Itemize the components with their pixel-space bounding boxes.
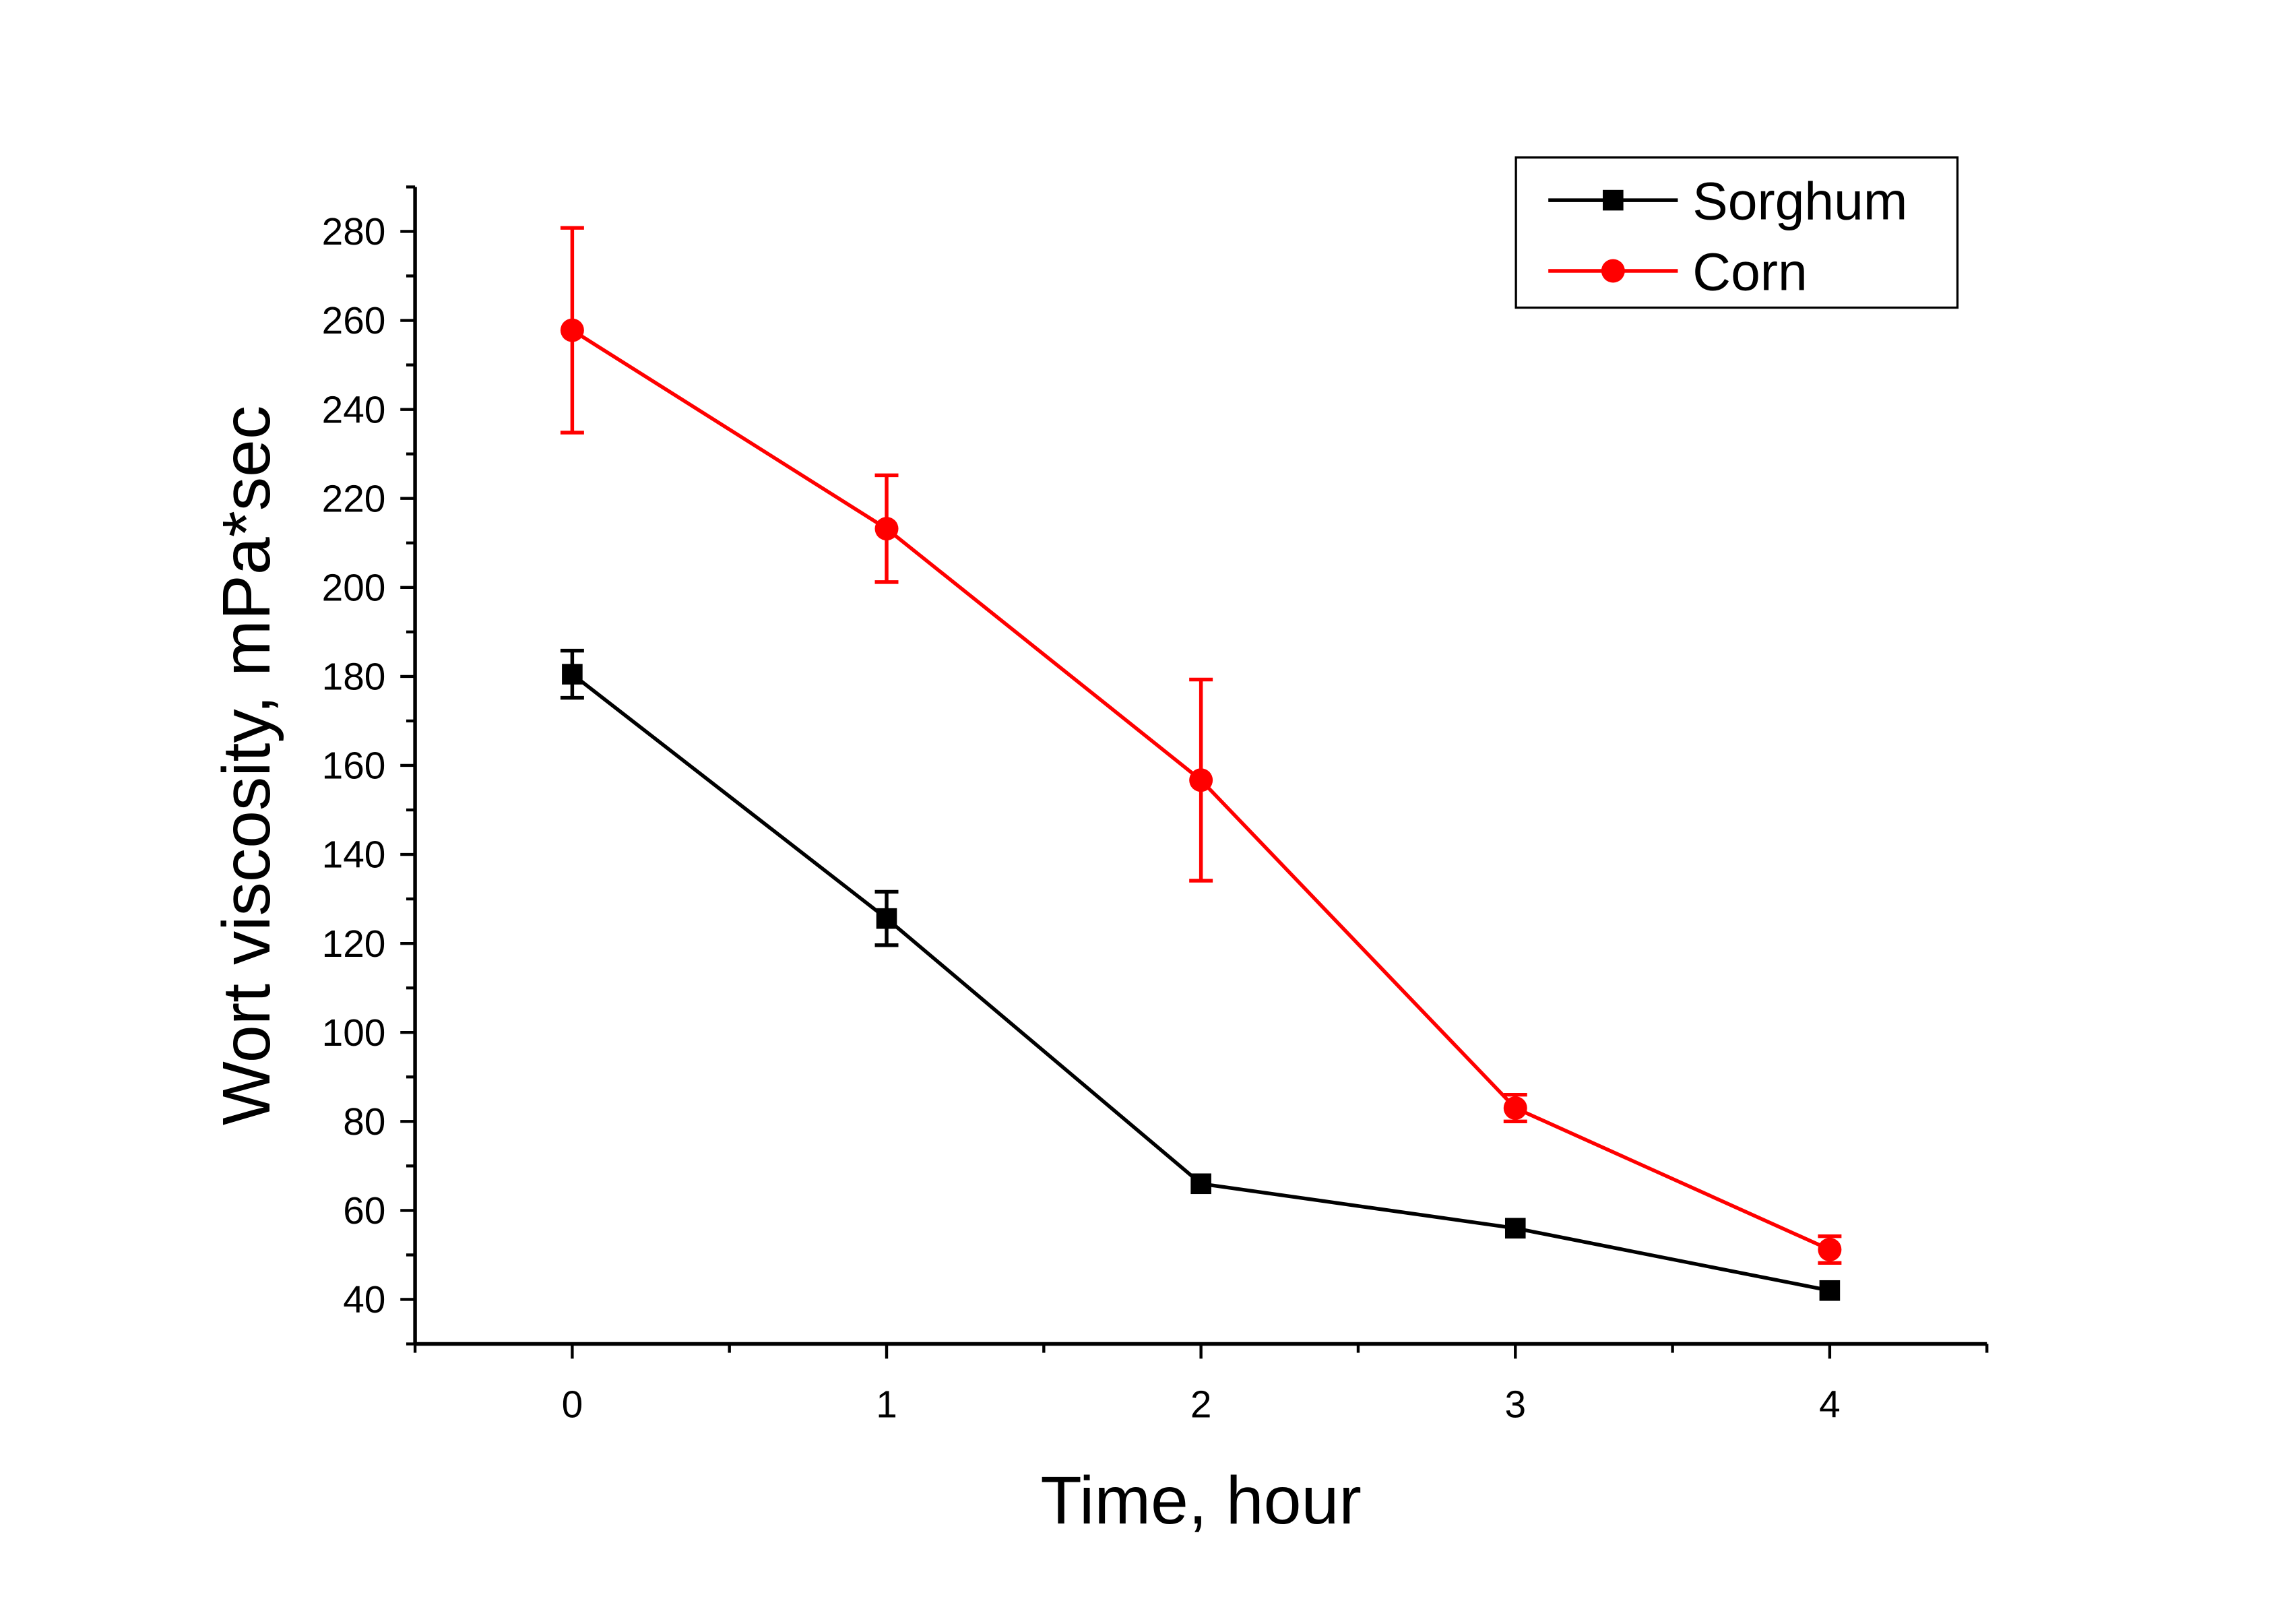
legend-label: Corn (1692, 242, 1807, 301)
axes: 40 60 80 100 120 140 160 180 200 220 240 260 280 0 1 2 3… (322, 185, 1989, 1426)
x-tick-label: 0 (562, 1384, 583, 1426)
series-sorghum (560, 648, 1841, 1301)
x-tick-label: 1 (876, 1384, 897, 1426)
legend-label: Sorghum (1692, 172, 1907, 231)
data-point (562, 664, 583, 685)
legend-marker (1601, 259, 1625, 283)
y-tick-label: 260 (322, 300, 386, 342)
x-tick-label: 2 (1190, 1384, 1212, 1426)
y-tick-label: 80 (343, 1101, 385, 1143)
data-point (876, 908, 897, 929)
data-point (1190, 1173, 1211, 1195)
y-tick-label: 40 (343, 1279, 385, 1321)
y-axis-label: Wort viscosity, mPa*sec (209, 406, 284, 1125)
data-point (1818, 1238, 1842, 1261)
legend-marker (1603, 189, 1624, 211)
x-tick-label: 3 (1504, 1384, 1526, 1426)
y-tick-label: 220 (322, 478, 386, 520)
legend: Sorghum Corn (1514, 156, 1959, 309)
y-tick-label: 280 (322, 211, 386, 253)
data-point (1819, 1280, 1841, 1301)
data-point (1504, 1218, 1526, 1239)
data-point (874, 517, 899, 541)
y-tick-label: 240 (322, 389, 386, 431)
data-point (1189, 768, 1213, 792)
y-tick-label: 60 (343, 1190, 385, 1232)
y-tick-label: 200 (322, 567, 386, 609)
legend-box (1514, 156, 1959, 309)
data-point (560, 318, 584, 342)
y-tick-label: 180 (322, 656, 386, 699)
y-tick-label: 160 (322, 745, 386, 788)
x-tick-label: 4 (1819, 1384, 1841, 1426)
series-group (560, 226, 1842, 1301)
series-corn (560, 226, 1842, 1265)
x-axis-label: Time, hour (1040, 1463, 1362, 1538)
y-tick-label: 140 (322, 834, 386, 877)
y-tick-label: 120 (322, 923, 386, 966)
y-tick-label: 100 (322, 1012, 386, 1055)
data-point (1503, 1096, 1527, 1120)
